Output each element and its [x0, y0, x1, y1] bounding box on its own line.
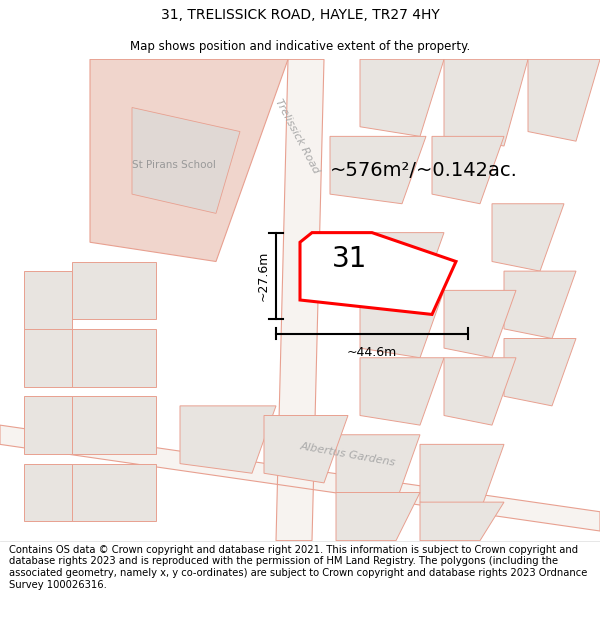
Text: Contains OS data © Crown copyright and database right 2021. This information is : Contains OS data © Crown copyright and d…	[9, 545, 587, 589]
Polygon shape	[24, 464, 72, 521]
Polygon shape	[444, 291, 516, 357]
Polygon shape	[444, 59, 528, 146]
Polygon shape	[360, 232, 444, 300]
Polygon shape	[24, 329, 72, 387]
Polygon shape	[330, 136, 426, 204]
Polygon shape	[444, 357, 516, 425]
Polygon shape	[24, 396, 72, 454]
Polygon shape	[360, 357, 444, 425]
Polygon shape	[336, 492, 420, 541]
Polygon shape	[360, 291, 444, 357]
Text: 31: 31	[332, 245, 368, 273]
Polygon shape	[24, 271, 72, 329]
Polygon shape	[72, 261, 156, 319]
Polygon shape	[0, 425, 600, 531]
Polygon shape	[528, 59, 600, 141]
Text: St Pirans School: St Pirans School	[132, 160, 216, 170]
Polygon shape	[504, 339, 576, 406]
Polygon shape	[492, 204, 564, 271]
Text: ~576m²/~0.142ac.: ~576m²/~0.142ac.	[330, 161, 518, 179]
Polygon shape	[276, 59, 324, 541]
Text: Map shows position and indicative extent of the property.: Map shows position and indicative extent…	[130, 40, 470, 52]
Polygon shape	[420, 502, 504, 541]
Text: ~44.6m: ~44.6m	[347, 346, 397, 359]
Polygon shape	[90, 59, 288, 261]
Polygon shape	[360, 59, 444, 136]
Polygon shape	[180, 406, 276, 473]
Text: Trelissick Road: Trelissick Road	[273, 98, 321, 175]
Polygon shape	[432, 136, 504, 204]
Polygon shape	[72, 396, 156, 454]
Polygon shape	[264, 416, 348, 483]
Polygon shape	[504, 271, 576, 339]
Polygon shape	[420, 444, 504, 512]
Polygon shape	[336, 435, 420, 502]
Text: Albertus Gardens: Albertus Gardens	[299, 441, 397, 468]
Polygon shape	[132, 107, 240, 213]
Polygon shape	[300, 232, 456, 314]
Text: ~27.6m: ~27.6m	[257, 251, 270, 301]
Text: 31, TRELISSICK ROAD, HAYLE, TR27 4HY: 31, TRELISSICK ROAD, HAYLE, TR27 4HY	[161, 8, 439, 22]
Polygon shape	[72, 464, 156, 521]
Polygon shape	[72, 329, 156, 387]
